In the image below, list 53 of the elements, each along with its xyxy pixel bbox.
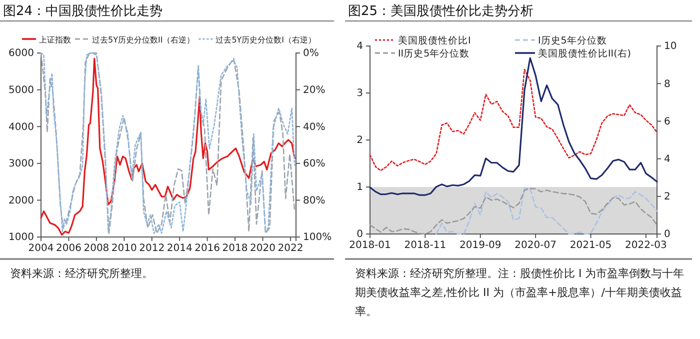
x-tick-label: 2006	[56, 243, 82, 254]
x-tick-label: 2010	[111, 243, 137, 254]
y-tick-label: 4	[356, 41, 363, 52]
y2-tick-label: 8	[664, 78, 670, 90]
legend-label: 美国股债性价比II(右)	[538, 48, 632, 60]
legend-label: I历史5年分位数	[538, 34, 607, 46]
y-tick-label: 5000	[8, 85, 34, 96]
x-tick-label: 2019-09	[459, 240, 502, 252]
y2-tick-label: 40%	[303, 122, 326, 133]
chart-title: 图24：中国股债性价比走势	[3, 3, 163, 20]
y-tick-label: 3	[356, 88, 363, 100]
line-series	[436, 188, 658, 235]
y2-tick-label: 6	[664, 116, 670, 128]
y2-tick-label: 2	[664, 192, 670, 203]
y-tick-label: 1000	[8, 232, 34, 244]
x-tick-label: 2022	[278, 243, 304, 254]
y2-tick-label: 60%	[303, 158, 326, 170]
x-tick-label: 2020	[250, 243, 276, 254]
x-tick-label: 2022-03	[625, 240, 667, 252]
y2-tick-label: 0%	[303, 48, 319, 60]
legend-label: 过去5Y历史分位数I（右逆）	[216, 36, 316, 44]
y2-tick-label: 10	[664, 41, 677, 52]
legend-label: II历史5年分位数	[398, 48, 470, 60]
legend-label: 美国股债性价比I	[398, 34, 471, 46]
line-series	[369, 68, 658, 172]
chart-title: 图25：美国股债性价比走势分析	[348, 3, 534, 20]
x-tick-label: 2018-01	[349, 240, 391, 252]
line-series	[369, 57, 658, 196]
x-tick-label: 2004	[28, 243, 54, 254]
y2-tick-label: 80%	[303, 195, 326, 206]
text: 资料来源：经济研究所整理。	[10, 266, 154, 282]
y-tick-label: 0	[356, 229, 363, 240]
x-tick-label: 2008	[84, 243, 110, 254]
legend-label: 过去5Y历史分位数II（右逆）	[92, 36, 195, 44]
y-tick-label: 3000	[8, 158, 34, 170]
x-tick-label: 2021-05	[570, 240, 612, 252]
x-tick-label: 2014	[166, 243, 192, 254]
y2-tick-label: 4	[664, 154, 670, 165]
y-tick-label: 6000	[8, 48, 34, 60]
y-tick-label: 2000	[8, 195, 34, 206]
y-tick-label: 2	[356, 135, 363, 146]
y-tick-label: 4000	[8, 122, 34, 133]
y-tick-label: 1	[356, 182, 363, 194]
x-tick-label: 2012	[139, 243, 165, 254]
legend-label: 上证指数	[39, 36, 71, 44]
text: 资料来源：经济研究所整理。注：股债性价比 I 为市盈率倒数与十年期美债收益率之差,性价比 II 为（市盈率+股息率）/十年期美债收益率。	[355, 266, 686, 320]
y2-tick-label: 0	[664, 229, 670, 240]
y2-tick-label: 20%	[303, 85, 326, 96]
x-tick-label: 2020-07	[514, 240, 556, 252]
x-tick-label: 2018	[222, 243, 248, 254]
x-tick-label: 2018-11	[404, 240, 446, 252]
x-tick-label: 2016	[194, 243, 220, 254]
y2-tick-label: 100%	[303, 232, 332, 244]
